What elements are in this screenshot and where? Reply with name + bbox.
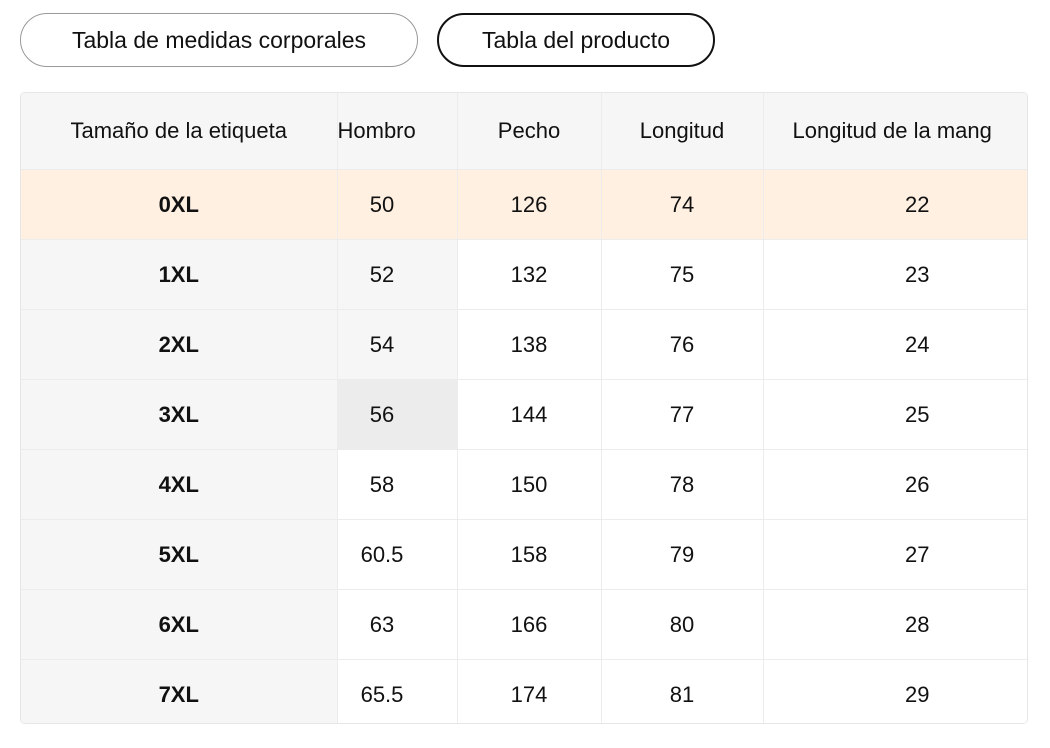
measure-cell: 29: [763, 659, 1027, 723]
measure-cell: 50: [337, 169, 458, 240]
size-label-cell: 3XL: [21, 379, 338, 450]
table-body: 0XL 50 126 74 22 1XL 52 132 75 23 2XL 54 138 76 24 3XL 5…: [21, 169, 1027, 723]
table-row: 6XL 63 166 80 28: [21, 589, 1027, 660]
size-label-cell: 6XL: [21, 589, 338, 660]
measure-cell: 158: [457, 519, 602, 590]
measure-cell: 138: [457, 309, 602, 380]
size-table: Tamaño de la etiqueta Hombro Pecho Longitud…: [21, 93, 1027, 723]
measure-cell: 28: [763, 589, 1027, 660]
measure-cell: 23: [763, 239, 1027, 310]
table-row: 0XL 50 126 74 22: [21, 169, 1027, 240]
measure-cell: 56: [337, 379, 458, 450]
table-row: 2XL 54 138 76 24: [21, 309, 1027, 380]
measure-cell: 78: [601, 449, 764, 520]
measure-cell: 80: [601, 589, 764, 660]
measure-cell: 77: [601, 379, 764, 450]
measure-cell: 76: [601, 309, 764, 380]
measure-cell: 27: [763, 519, 1027, 590]
measure-cell: 25: [763, 379, 1027, 450]
size-label-cell: 7XL: [21, 659, 338, 723]
measure-cell: 75: [601, 239, 764, 310]
size-label-cell: 1XL: [21, 239, 338, 310]
size-label-cell: 5XL: [21, 519, 338, 590]
size-table-container: Tamaño de la etiqueta Hombro Pecho Longitud…: [20, 92, 1028, 724]
measure-cell: 174: [457, 659, 602, 723]
tab[interactable]: Tabla de medidas corporales: [20, 13, 418, 67]
header-row: Tamaño de la etiqueta Hombro Pecho Longitud…: [21, 93, 1027, 170]
header-cell: Longitud de la mang: [763, 93, 1027, 170]
measure-cell: 126: [457, 169, 602, 240]
measure-cell: 132: [457, 239, 602, 310]
measure-cell: 52: [337, 239, 458, 310]
header-cell: Longitud: [601, 93, 764, 170]
table-row: 7XL 65.5 174 81 29: [21, 659, 1027, 723]
measure-cell: 63: [337, 589, 458, 660]
measure-cell: 65.5: [337, 659, 458, 723]
measure-cell: 150: [457, 449, 602, 520]
measure-cell: 74: [601, 169, 764, 240]
table-row: 5XL 60.5 158 79 27: [21, 519, 1027, 590]
measure-cell: 22: [763, 169, 1027, 240]
measure-cell: 81: [601, 659, 764, 723]
measure-cell: 60.5: [337, 519, 458, 590]
header-cell: Tamaño de la etiqueta: [21, 93, 338, 170]
tabs: Tabla de medidas corporales Tabla del pr…: [20, 13, 715, 67]
measure-cell: 166: [457, 589, 602, 660]
size-label-cell: 4XL: [21, 449, 338, 520]
measure-cell: 79: [601, 519, 764, 590]
size-label-cell: 0XL: [21, 169, 338, 240]
table-row: 3XL 56 144 77 25: [21, 379, 1027, 450]
header-cell: Pecho: [457, 93, 602, 170]
header-cell: Hombro: [337, 93, 458, 170]
size-label-cell: 2XL: [21, 309, 338, 380]
tab-active[interactable]: Tabla del producto: [437, 13, 715, 67]
table-row: 4XL 58 150 78 26: [21, 449, 1027, 520]
measure-cell: 24: [763, 309, 1027, 380]
measure-cell: 54: [337, 309, 458, 380]
measure-cell: 144: [457, 379, 602, 450]
table-row: 1XL 52 132 75 23: [21, 239, 1027, 310]
measure-cell: 58: [337, 449, 458, 520]
measure-cell: 26: [763, 449, 1027, 520]
